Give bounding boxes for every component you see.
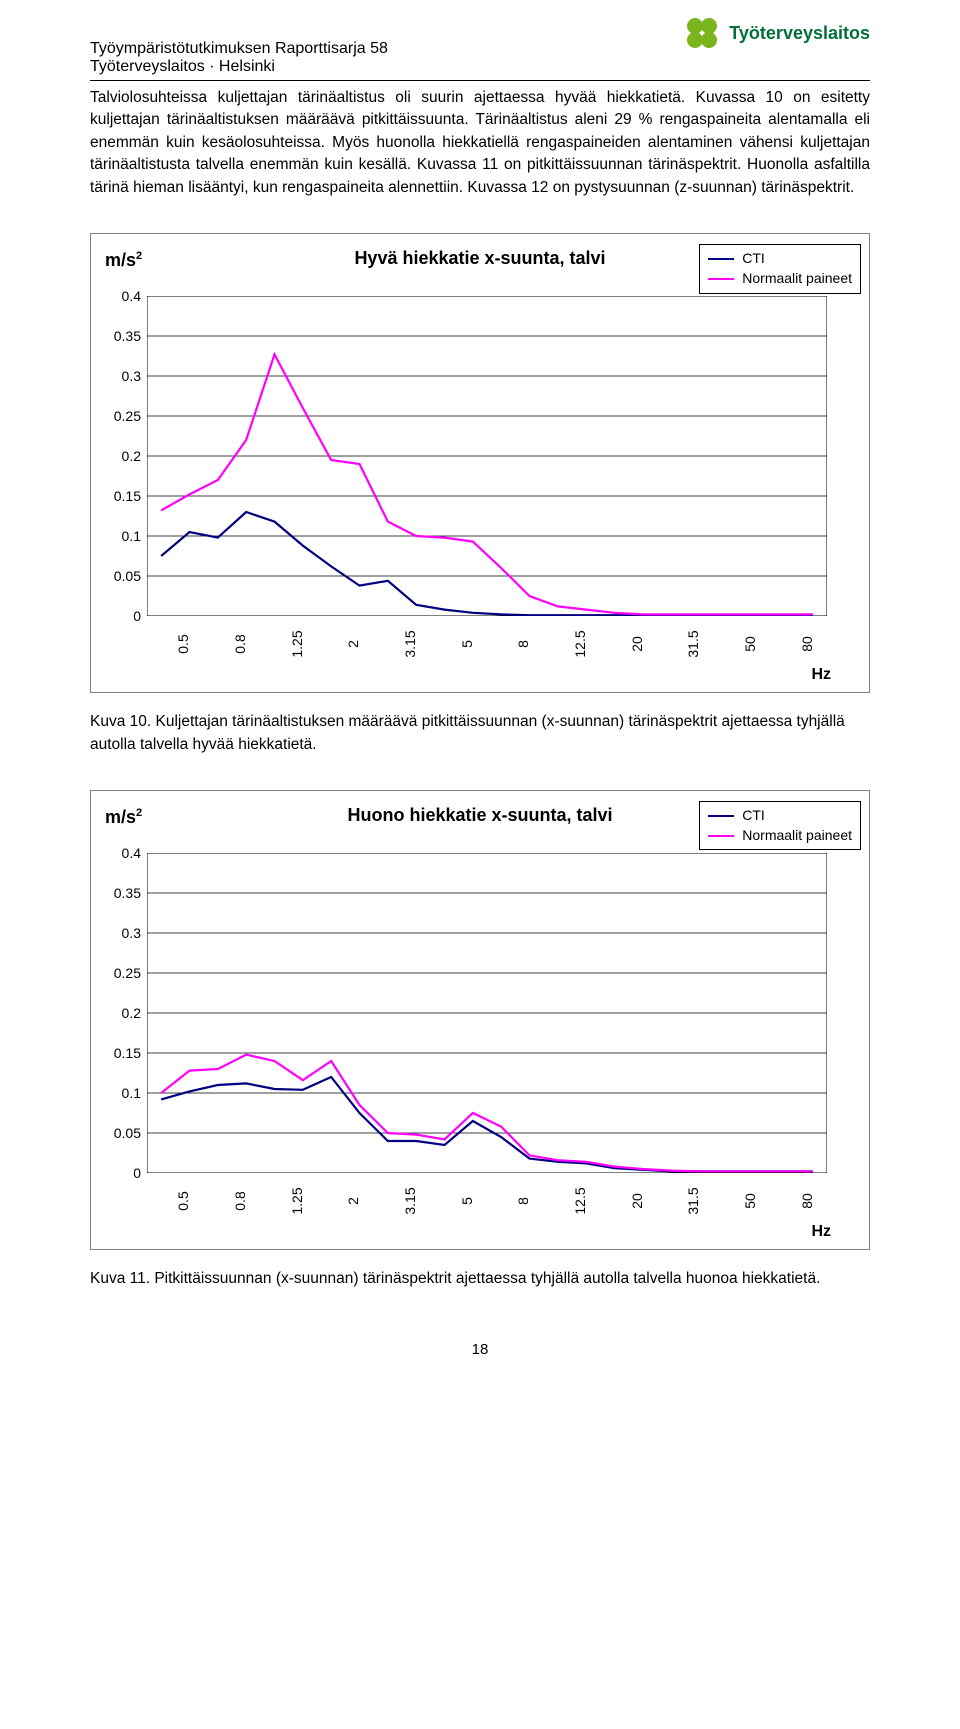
clover-logo-icon [681,12,723,54]
xtick-label: 31.5 [685,1188,701,1215]
xtick-label: 3.15 [402,1188,418,1215]
xtick-label: 20 [629,637,645,653]
chart-1: m/s2 Hyvä hiekkatie x-suunta, talvi CTIN… [90,233,870,693]
xtick-label: 20 [629,1193,645,1209]
xtick-label: 3.15 [402,631,418,658]
chart-2: m/s2 Huono hiekkatie x-suunta, talvi CTI… [90,790,870,1250]
caption-1: Kuva 10. Kuljettajan tärinäaltistuksen m… [90,711,870,756]
xtick-label: 0.5 [175,1192,191,1211]
ytick-label: 0.4 [122,845,141,861]
chart-2-title: Huono hiekkatie x-suunta, talvi [347,805,612,826]
xtick-label: 8 [515,1197,531,1205]
page: Työympäristötutkimuksen Raporttisarja 58… [0,0,960,1418]
xtick-label: 0.8 [232,635,248,654]
xtick-label: 5 [459,1197,475,1205]
legend-swatch [708,815,734,817]
legend-item: CTI [708,806,852,826]
xtick-label: 1.25 [289,631,305,658]
ytick-label: 0.3 [122,925,141,941]
xtick-label: 12.5 [572,631,588,658]
ytick-label: 0.2 [122,1005,141,1021]
xtick-label: 31.5 [685,631,701,658]
caption-2: Kuva 11. Pitkittäissuunnan (x-suunnan) t… [90,1268,870,1290]
header-subtitle: Työterveyslaitos · Helsinki [90,58,870,76]
ytick-label: 0.15 [114,1045,141,1061]
logo-text: Työterveyslaitos [729,23,870,44]
chart-2-yunit-base: m/s [105,807,136,827]
xtick-label: 2 [345,640,361,648]
chart-1-title: Hyvä hiekkatie x-suunta, talvi [354,248,605,269]
ytick-label: 0.35 [114,885,141,901]
xtick-label: 80 [799,1193,815,1209]
ytick-label: 0.15 [114,488,141,504]
legend-label: CTI [742,806,765,826]
legend-item: CTI [708,249,852,269]
legend-label: Normaalit paineet [742,269,852,289]
xtick-label: 2 [345,1197,361,1205]
xtick-label: 80 [799,637,815,653]
ytick-label: 0.3 [122,368,141,384]
ytick-label: 0.4 [122,288,141,304]
xtick-label: 12.5 [572,1188,588,1215]
x-unit-label: Hz [811,1223,831,1241]
chart-1-yunit-base: m/s [105,250,136,270]
ytick-label: 0.05 [114,1125,141,1141]
xtick-label: 0.5 [175,635,191,654]
plot-svg [147,853,827,1173]
chart-1-yunit-sup: 2 [136,250,142,262]
legend-swatch [708,278,734,280]
plot-svg [147,296,827,616]
legend-item: Normaalit paineet [708,826,852,846]
legend-label: Normaalit paineet [742,826,852,846]
chart-2-top: m/s2 Huono hiekkatie x-suunta, talvi CTI… [99,801,861,853]
chart-1-plot: 00.050.10.150.20.250.30.350.40.50.81.252… [147,296,827,616]
ytick-label: 0 [133,1165,141,1181]
xtick-label: 50 [742,1193,758,1209]
ytick-label: 0 [133,608,141,624]
ytick-label: 0.1 [122,1085,141,1101]
ytick-label: 0.25 [114,408,141,424]
chart-1-legend: CTINormaalit paineet [699,244,861,293]
x-unit-label: Hz [811,666,831,684]
chart-1-yunit: m/s2 [105,250,142,271]
xtick-label: 0.8 [232,1192,248,1211]
chart-2-plot: 00.050.10.150.20.250.30.350.40.50.81.252… [147,853,827,1173]
ytick-label: 0.35 [114,328,141,344]
xtick-label: 5 [459,640,475,648]
legend-label: CTI [742,249,765,269]
legend-swatch [708,835,734,837]
ytick-label: 0.1 [122,528,141,544]
legend-swatch [708,258,734,260]
page-header: Työympäristötutkimuksen Raporttisarja 58… [90,40,870,81]
ytick-label: 0.05 [114,568,141,584]
xtick-label: 1.25 [289,1188,305,1215]
chart-2-legend: CTINormaalit paineet [699,801,861,850]
ytick-label: 0.25 [114,965,141,981]
xtick-label: 50 [742,637,758,653]
chart-1-top: m/s2 Hyvä hiekkatie x-suunta, talvi CTIN… [99,244,861,296]
legend-item: Normaalit paineet [708,269,852,289]
page-number: 18 [90,1341,870,1358]
xtick-label: 8 [515,640,531,648]
chart-2-yunit-sup: 2 [136,807,142,819]
logo: Työterveyslaitos [681,12,870,54]
body-paragraph: Talviolosuhteissa kuljettajan tärinäalti… [90,87,870,199]
chart-2-yunit: m/s2 [105,807,142,828]
ytick-label: 0.2 [122,448,141,464]
